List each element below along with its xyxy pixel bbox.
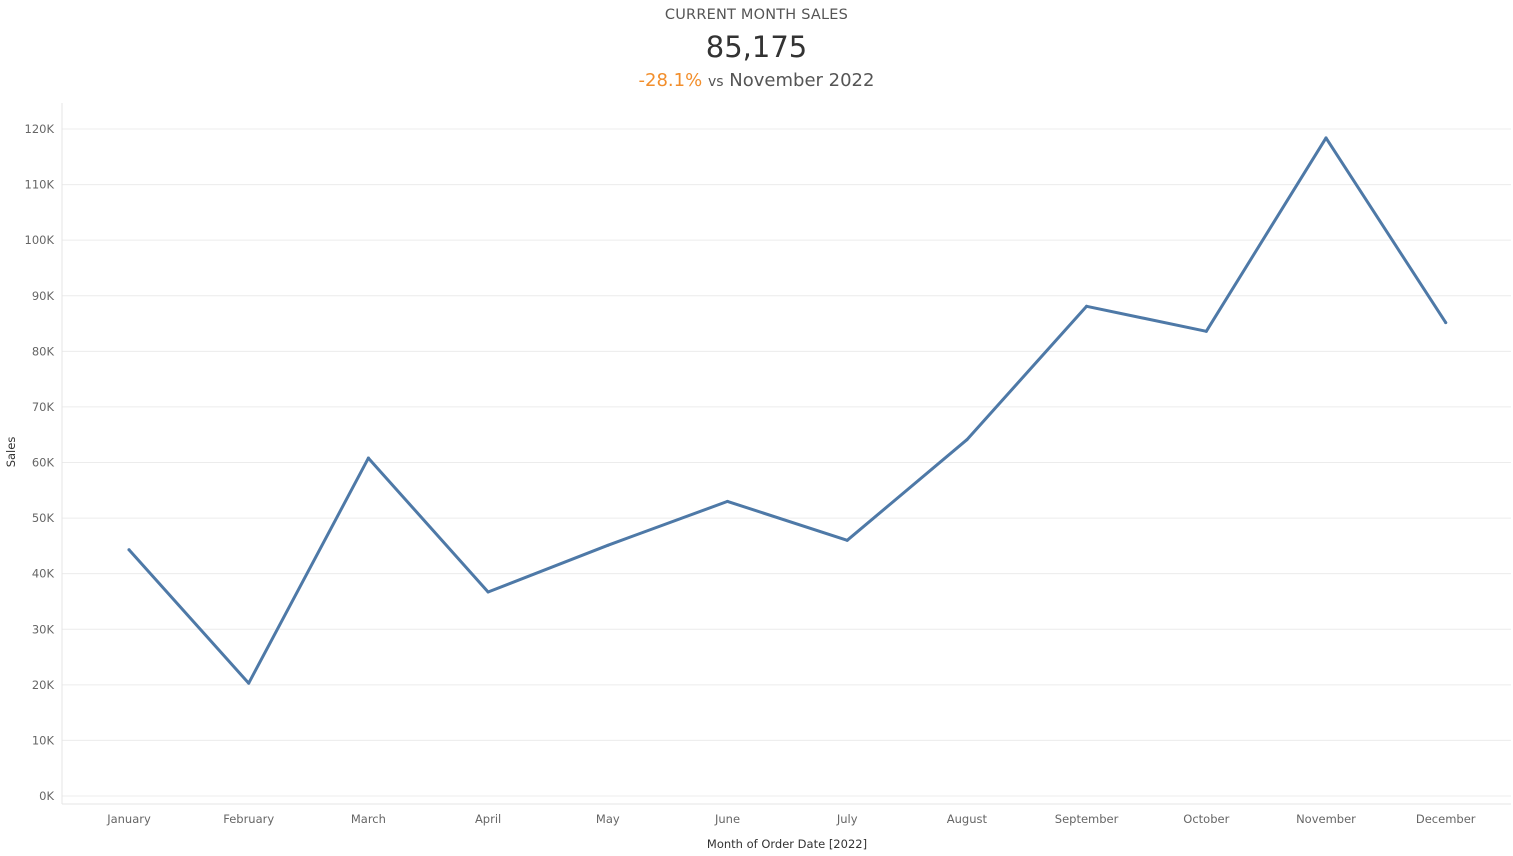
- data-point[interactable]: [366, 456, 370, 460]
- data-point[interactable]: [127, 548, 131, 552]
- y-tick-label: 70K: [32, 400, 55, 414]
- y-axis-title: Sales: [4, 437, 18, 468]
- x-axis-ticks: January February March April May June July Augu…: [106, 812, 1476, 826]
- kpi-header: CURRENT MONTH SALES 85,175 -28.1% vs Nov…: [0, 0, 1513, 100]
- data-point[interactable]: [606, 543, 610, 547]
- x-tick-label: June: [714, 812, 740, 826]
- data-point[interactable]: [726, 499, 729, 503]
- axes: [61, 103, 1511, 805]
- data-point[interactable]: [486, 590, 490, 594]
- kpi-value: 85,175: [705, 30, 808, 64]
- x-tick-label: February: [223, 812, 274, 826]
- data-point[interactable]: [1204, 329, 1208, 333]
- y-tick-label: 30K: [32, 622, 55, 636]
- y-tick-label: 110K: [25, 178, 55, 192]
- data-point[interactable]: [247, 681, 251, 685]
- y-tick-label: 100K: [25, 233, 55, 247]
- y-tick-label: 120K: [25, 122, 55, 136]
- y-axis-ticks: 0K 10K 20K 30K 40K 50K 60K 70K 80K 90K 100K 110K 120…: [25, 122, 55, 803]
- y-tick-label: 20K: [32, 678, 55, 692]
- data-point[interactable]: [1444, 321, 1448, 325]
- data-point[interactable]: [965, 438, 969, 442]
- data-point[interactable]: [1324, 136, 1328, 140]
- y-tick-label: 60K: [32, 456, 55, 470]
- x-tick-label: March: [351, 812, 386, 826]
- y-tick-label: 80K: [32, 344, 55, 358]
- x-tick-label: November: [1296, 812, 1356, 826]
- y-tick-label: 0K: [39, 789, 54, 803]
- x-tick-label: May: [596, 812, 620, 826]
- x-tick-label: December: [1416, 812, 1476, 826]
- y-tick-label: 40K: [32, 567, 55, 581]
- x-tick-label: January: [106, 812, 151, 826]
- kpi-change-percent: -28.1%: [638, 70, 703, 91]
- kpi-comparison: -28.1% vs November 2022: [0, 70, 1513, 91]
- x-tick-label: October: [1183, 812, 1229, 826]
- x-tick-label: April: [475, 812, 501, 826]
- sales-series-line[interactable]: [127, 136, 1448, 685]
- data-point[interactable]: [845, 538, 849, 542]
- kpi-title: CURRENT MONTH SALES: [664, 7, 849, 23]
- data-point[interactable]: [1085, 304, 1089, 308]
- y-tick-label: 90K: [32, 289, 55, 303]
- x-tick-label: August: [947, 812, 988, 826]
- kpi-vs-label: vs: [707, 74, 724, 90]
- y-tick-label: 50K: [32, 511, 55, 525]
- y-tick-label: 10K: [32, 733, 55, 747]
- gridlines: [62, 128, 1511, 797]
- x-tick-label: September: [1055, 812, 1119, 826]
- x-axis-title: Month of Order Date [2022]: [707, 837, 867, 851]
- kpi-comparison-period: November 2022: [729, 70, 875, 91]
- x-tick-label: July: [836, 812, 858, 826]
- series-lines: [127, 136, 1448, 685]
